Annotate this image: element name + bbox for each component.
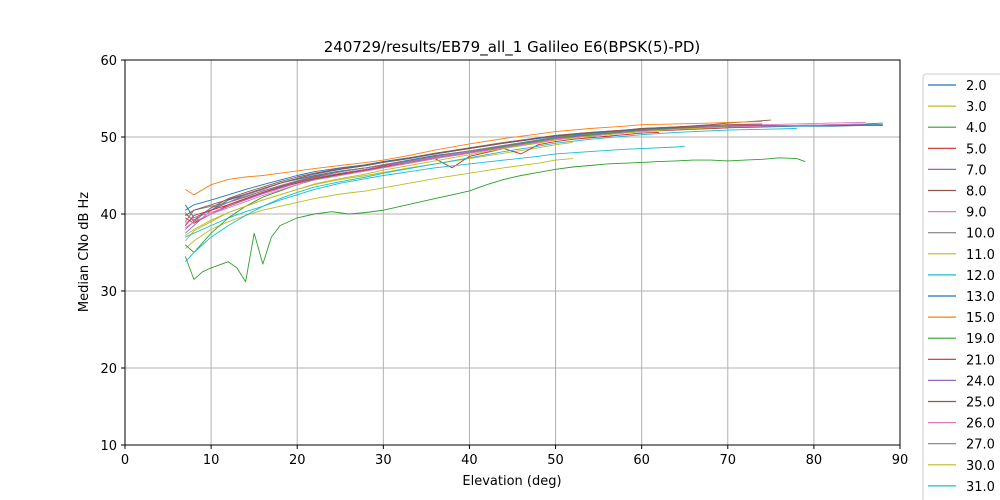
y-tick-label: 30 [100, 285, 117, 300]
legend-label: 3.0 [966, 100, 987, 115]
legend-label: 30.0 [966, 459, 995, 474]
legend: 2.0 3.0 4.0 5.0 7.0 8.0 9.0 10.0 11.0 12.0 13.0 15.… [922, 73, 1000, 500]
series-layer [184, 119, 883, 283]
legend-label: 25.0 [966, 396, 995, 411]
legend-label: 31.0 [966, 480, 995, 495]
x-tick-label: 20 [289, 453, 306, 468]
x-axis-label: Elevation (deg) [462, 474, 561, 489]
x-tick-label: 30 [375, 453, 392, 468]
legend-label: 21.0 [966, 353, 995, 368]
series-line-4.0 [184, 157, 806, 283]
x-tick-label: 80 [806, 453, 823, 468]
legend-label: 11.0 [966, 248, 995, 263]
x-tick-label: 50 [547, 453, 564, 468]
y-tick-label: 40 [100, 208, 117, 223]
y-tick-label: 20 [100, 362, 117, 377]
series-line-9.0 [185, 121, 866, 224]
legend-label: 26.0 [966, 417, 995, 432]
legend-label: 12.0 [966, 269, 995, 284]
series-line-25.0 [185, 123, 763, 216]
series-line-31.0 [184, 128, 797, 263]
legend-label: 9.0 [966, 206, 987, 221]
series-line-27.0 [184, 125, 728, 223]
series-line-24.0 [184, 125, 763, 230]
x-tick-label: 60 [633, 453, 650, 468]
x-tick-label: 90 [892, 453, 909, 468]
legend-label: 10.0 [966, 227, 995, 242]
y-tick-label: 10 [100, 439, 117, 454]
y-axis-label: Median CNo dB Hz [77, 192, 92, 312]
x-tick-label: 70 [720, 453, 737, 468]
legend-label: 2.0 [966, 79, 987, 94]
series-line-30.0 [185, 126, 728, 236]
legend-label: 19.0 [966, 332, 995, 347]
legend-label: 5.0 [966, 142, 987, 157]
x-tick-label: 10 [203, 453, 220, 468]
legend-label: 27.0 [966, 438, 995, 453]
series-line-15.0 [185, 121, 763, 196]
plot-area-frame [124, 59, 901, 446]
x-tick-label: 0 [121, 453, 129, 468]
y-tick-label: 60 [100, 54, 117, 69]
series-line-12.0 [185, 145, 685, 238]
legend-label: 15.0 [966, 311, 995, 326]
y-tick-label: 50 [100, 131, 117, 146]
series-line-11.0 [184, 158, 573, 250]
legend-label: 4.0 [966, 121, 987, 136]
legend-frame [922, 73, 1000, 500]
legend-label: 8.0 [966, 185, 987, 200]
legend-label: 24.0 [966, 374, 995, 389]
x-tick-label: 40 [461, 453, 478, 468]
tick-layer: 0 10 20 30 40 50 60 70 80 90 10 20 30 40 50 60 [100, 54, 908, 468]
chart-title: 240729/results/EB79_all_1 Galileo E6(BPS… [324, 38, 700, 57]
legend-label: 7.0 [966, 163, 987, 178]
legend-label: 13.0 [966, 290, 995, 305]
